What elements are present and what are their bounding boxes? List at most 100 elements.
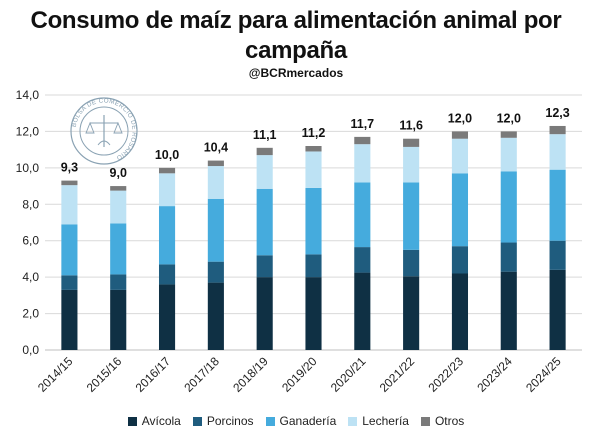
chart-subtitle: @BCRmercados: [248, 66, 344, 80]
bar-segment-porcinos: [354, 247, 371, 273]
total-label: 12,0: [448, 111, 472, 125]
legend-label: Ganadería: [279, 414, 337, 428]
y-tick-label: 2,0: [22, 307, 39, 321]
y-tick-label: 14,0: [16, 88, 40, 102]
y-tick-label: 6,0: [22, 234, 39, 248]
bar-segment-otros: [256, 147, 273, 156]
legend-item: Porcinos: [192, 414, 254, 428]
bar-segment-avícola: [549, 269, 566, 350]
total-label: 9,0: [110, 166, 127, 180]
bar-segment-lechería: [549, 134, 566, 170]
legend-label: Porcinos: [206, 414, 254, 428]
x-tick-label: 2019/20: [279, 354, 320, 395]
legend-swatch: [420, 416, 430, 426]
bar-segment-porcinos: [305, 254, 322, 278]
total-label: 12,3: [545, 106, 569, 120]
x-tick-label: 2014/15: [35, 354, 76, 395]
legend-label: Lechería: [362, 414, 409, 428]
x-tick-label: 2021/22: [377, 354, 418, 395]
total-label: 11,6: [399, 119, 423, 133]
bar-segment-avícola: [354, 272, 371, 350]
legend-swatch: [348, 416, 358, 426]
total-label: 11,2: [302, 126, 326, 140]
bar-segment-avícola: [403, 276, 420, 350]
legend-swatch: [265, 416, 275, 426]
bar-segment-ganadería: [500, 171, 517, 243]
bar-segment-ganadería: [451, 173, 469, 247]
legend-item: Lechería: [348, 414, 409, 428]
bar-segment-otros: [158, 167, 176, 174]
bar-segment-ganadería: [110, 223, 127, 275]
bar-segment-porcinos: [256, 255, 273, 278]
bar-segment-avícola: [158, 284, 176, 350]
legend-swatch: [192, 416, 202, 426]
bar-segment-lechería: [305, 151, 322, 188]
bar-segment-ganadería: [549, 169, 566, 241]
bar-segment-avícola: [207, 282, 224, 350]
total-label: 11,7: [350, 117, 374, 131]
y-tick-label: 10,0: [16, 161, 40, 175]
bar-segment-porcinos: [549, 240, 566, 270]
bar-segment-otros: [61, 180, 78, 186]
bar-segment-porcinos: [500, 242, 517, 272]
x-tick-label: 2020/21: [328, 354, 369, 395]
bar-segment-otros: [451, 131, 469, 139]
bar-segment-avícola: [451, 273, 469, 350]
bar-segment-porcinos: [61, 275, 78, 290]
total-labels: 9,3 9,0 10,0 10,4 11,1 11,2 11,7 11,6 12,0 12,0 12…: [61, 106, 570, 180]
bar-segment-otros: [549, 125, 566, 135]
y-tick-label: 0,0: [22, 343, 39, 357]
bar-segment-lechería: [500, 137, 517, 172]
x-tick-label: 2018/19: [230, 354, 271, 395]
x-tick-label: 2022/23: [425, 354, 466, 395]
bar-segment-lechería: [256, 155, 273, 189]
bar-segment-porcinos: [158, 264, 176, 285]
bar-segment-ganadería: [207, 198, 224, 262]
bar-segment-lechería: [158, 173, 176, 207]
y-axis: 0,0 2,0 4,0 6,0 8,0 10,0 12,0 14,0: [16, 88, 40, 357]
legend: Avícola Porcinos Ganadería Lechería Otros: [0, 414, 592, 428]
bar-segment-otros: [354, 136, 371, 145]
total-label: 11,1: [253, 128, 277, 142]
bar-segment-porcinos: [403, 249, 420, 277]
bar-segment-avícola: [61, 289, 78, 350]
legend-item: Otros: [420, 414, 465, 428]
total-label: 10,4: [204, 141, 228, 155]
bcr-seal-watermark: BOLSA DE COMERCIO DE ROSARIO: [70, 97, 138, 165]
x-tick-label: 2017/18: [181, 354, 222, 395]
bar-segment-ganadería: [256, 188, 273, 256]
bar-segment-lechería: [403, 146, 420, 183]
bar-segment-avícola: [256, 277, 273, 350]
legend-label: Otros: [434, 414, 465, 428]
x-tick-label: 2024/25: [523, 354, 564, 395]
x-tick-label: 2016/17: [133, 354, 174, 395]
bar-segment-ganadería: [354, 182, 371, 248]
bar-segment-otros: [500, 131, 517, 138]
bar-segment-avícola: [500, 271, 517, 350]
x-axis: 2014/15 2015/16 2016/17 2017/18 2018/19 2019/…: [35, 354, 564, 395]
bar-segment-porcinos: [207, 261, 224, 283]
bar-segment-ganadería: [403, 182, 420, 250]
bar-segment-ganadería: [61, 224, 78, 276]
legend-label: Avícola: [141, 414, 181, 428]
x-tick-label: 2015/16: [84, 354, 125, 395]
bar-segment-lechería: [354, 144, 371, 183]
bar-segment-porcinos: [110, 274, 127, 290]
bar-segment-porcinos: [451, 246, 469, 274]
bar-segment-avícola: [110, 289, 127, 350]
x-tick-label: 2023/24: [474, 354, 515, 395]
bar-segment-lechería: [451, 138, 469, 174]
bar-segment-otros: [207, 160, 224, 167]
bars: [61, 125, 566, 350]
legend-swatch: [127, 416, 137, 426]
y-tick-label: 8,0: [22, 197, 39, 211]
bar-segment-lechería: [110, 190, 127, 224]
y-tick-label: 4,0: [22, 270, 39, 284]
legend-item: Avícola: [127, 414, 181, 428]
total-label: 10,0: [155, 148, 179, 162]
y-tick-label: 12,0: [16, 124, 40, 138]
bar-segment-avícola: [305, 277, 322, 350]
bar-segment-otros: [403, 138, 420, 147]
bar-segment-lechería: [61, 185, 78, 225]
